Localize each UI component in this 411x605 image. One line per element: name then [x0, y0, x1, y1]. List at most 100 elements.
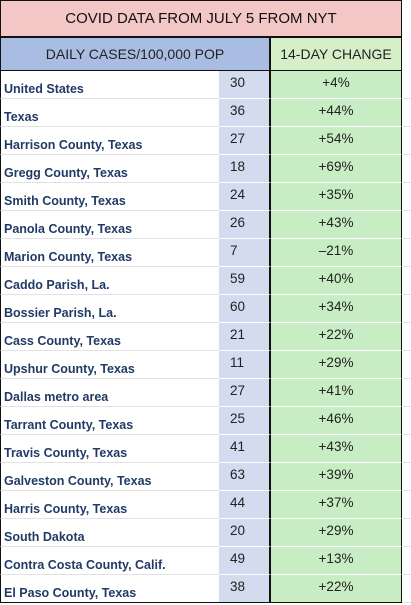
cell-daily-cases[interactable]: 59 — [219, 267, 271, 295]
empty-cell[interactable] — [402, 267, 411, 295]
cell-14-day-change[interactable]: +22% — [271, 323, 402, 351]
table-row: Galveston County, Texas 63 +39% — [0, 463, 411, 491]
empty-cell[interactable] — [402, 127, 411, 155]
empty-cell[interactable] — [402, 547, 411, 575]
table-row: Caddo Parish, La. 59 +40% — [0, 267, 411, 295]
cell-daily-cases[interactable]: 41 — [219, 435, 271, 463]
cell-daily-cases[interactable]: 11 — [219, 351, 271, 379]
cell-location[interactable]: South Dakota — [0, 519, 219, 547]
cell-location[interactable]: United States — [0, 71, 219, 99]
empty-cell[interactable] — [402, 183, 411, 211]
cell-daily-cases[interactable]: 44 — [219, 491, 271, 519]
cell-location[interactable]: Smith County, Texas — [0, 183, 219, 211]
table-body: United States 30 +4% Texas 36 +44% Harrison … — [0, 71, 411, 603]
table-row: Gregg County, Texas 18 +69% — [0, 155, 411, 183]
cell-daily-cases[interactable]: 27 — [219, 127, 271, 155]
empty-cell[interactable] — [402, 519, 411, 547]
empty-cell[interactable] — [402, 575, 411, 603]
cell-daily-cases[interactable]: 38 — [219, 575, 271, 603]
cell-location[interactable]: Caddo Parish, La. — [0, 267, 219, 295]
cell-location[interactable]: Harrison County, Texas — [0, 127, 219, 155]
cell-14-day-change[interactable]: –21% — [271, 239, 402, 267]
empty-cell[interactable] — [402, 295, 411, 323]
cell-daily-cases[interactable]: 21 — [219, 323, 271, 351]
cell-14-day-change[interactable]: +44% — [271, 99, 402, 127]
empty-cell[interactable] — [402, 463, 411, 491]
cell-14-day-change[interactable]: +13% — [271, 547, 402, 575]
empty-cell[interactable] — [402, 351, 411, 379]
table-row: Travis County, Texas 41 +43% — [0, 435, 411, 463]
cell-location[interactable]: Bossier Parish, La. — [0, 295, 219, 323]
empty-cell[interactable] — [402, 435, 411, 463]
cell-daily-cases[interactable]: 36 — [219, 99, 271, 127]
cell-14-day-change[interactable]: +54% — [271, 127, 402, 155]
cell-14-day-change[interactable]: +29% — [271, 351, 402, 379]
cell-daily-cases[interactable]: 30 — [219, 71, 271, 99]
table-row: Tarrant County, Texas 25 +46% — [0, 407, 411, 435]
cell-14-day-change[interactable]: +35% — [271, 183, 402, 211]
table-row: Contra Costa County, Calif. 49 +13% — [0, 547, 411, 575]
cell-location[interactable]: Gregg County, Texas — [0, 155, 219, 183]
cell-location[interactable]: El Paso County, Texas — [0, 575, 219, 603]
empty-cell[interactable] — [402, 379, 411, 407]
cell-daily-cases[interactable]: 24 — [219, 183, 271, 211]
table-row: South Dakota 20 +29% — [0, 519, 411, 547]
table-row: Marion County, Texas 7 –21% — [0, 239, 411, 267]
header-daily-cases[interactable]: DAILY CASES/100,000 POP — [0, 38, 271, 70]
table-row: Panola County, Texas 26 +43% — [0, 211, 411, 239]
cell-14-day-change[interactable]: +41% — [271, 379, 402, 407]
cell-location[interactable]: Dallas metro area — [0, 379, 219, 407]
cell-14-day-change[interactable]: +39% — [271, 463, 402, 491]
table-row: Cass County, Texas 21 +22% — [0, 323, 411, 351]
cell-daily-cases[interactable]: 26 — [219, 211, 271, 239]
cell-location[interactable]: Galveston County, Texas — [0, 463, 219, 491]
header-row: DAILY CASES/100,000 POP 14-DAY CHANGE — [0, 38, 402, 71]
cell-daily-cases[interactable]: 49 — [219, 547, 271, 575]
cell-location[interactable]: Tarrant County, Texas — [0, 407, 219, 435]
cell-location[interactable]: Contra Costa County, Calif. — [0, 547, 219, 575]
empty-cell[interactable] — [402, 239, 411, 267]
cell-14-day-change[interactable]: +4% — [271, 71, 402, 99]
cell-location[interactable]: Cass County, Texas — [0, 323, 219, 351]
cell-14-day-change[interactable]: +37% — [271, 491, 402, 519]
cell-14-day-change[interactable]: +43% — [271, 211, 402, 239]
cell-location[interactable]: Marion County, Texas — [0, 239, 219, 267]
cell-14-day-change[interactable]: +46% — [271, 407, 402, 435]
empty-cell[interactable] — [402, 71, 411, 99]
table-row: Dallas metro area 27 +41% — [0, 379, 411, 407]
table-row: Bossier Parish, La. 60 +34% — [0, 295, 411, 323]
table-row: United States 30 +4% — [0, 71, 411, 99]
cell-14-day-change[interactable]: +22% — [271, 575, 402, 603]
cell-14-day-change[interactable]: +40% — [271, 267, 402, 295]
table-row: Harris County, Texas 44 +37% — [0, 491, 411, 519]
cell-14-day-change[interactable]: +69% — [271, 155, 402, 183]
table-row: Smith County, Texas 24 +35% — [0, 183, 411, 211]
cell-14-day-change[interactable]: +29% — [271, 519, 402, 547]
cell-daily-cases[interactable]: 7 — [219, 239, 271, 267]
empty-cell[interactable] — [402, 323, 411, 351]
cell-location[interactable]: Texas — [0, 99, 219, 127]
table-row: Harrison County, Texas 27 +54% — [0, 127, 411, 155]
cell-location[interactable]: Panola County, Texas — [0, 211, 219, 239]
cell-daily-cases[interactable]: 60 — [219, 295, 271, 323]
cell-14-day-change[interactable]: +43% — [271, 435, 402, 463]
table-row: El Paso County, Texas 38 +22% — [0, 575, 411, 603]
cell-location[interactable]: Upshur County, Texas — [0, 351, 219, 379]
cell-daily-cases[interactable]: 25 — [219, 407, 271, 435]
cell-daily-cases[interactable]: 27 — [219, 379, 271, 407]
cell-daily-cases[interactable]: 63 — [219, 463, 271, 491]
header-14-day-change[interactable]: 14-DAY CHANGE — [271, 38, 402, 70]
empty-cell[interactable] — [402, 211, 411, 239]
cell-location[interactable]: Travis County, Texas — [0, 435, 219, 463]
cell-location[interactable]: Harris County, Texas — [0, 491, 219, 519]
empty-cell[interactable] — [402, 155, 411, 183]
cell-daily-cases[interactable]: 20 — [219, 519, 271, 547]
cell-14-day-change[interactable]: +34% — [271, 295, 402, 323]
sheet-title[interactable]: COVID DATA FROM JULY 5 FROM NYT — [0, 0, 402, 38]
table-row: Upshur County, Texas 11 +29% — [0, 351, 411, 379]
empty-cell[interactable] — [402, 407, 411, 435]
cell-daily-cases[interactable]: 18 — [219, 155, 271, 183]
empty-cell[interactable] — [402, 491, 411, 519]
empty-cell[interactable] — [402, 99, 411, 127]
table-row: Texas 36 +44% — [0, 99, 411, 127]
